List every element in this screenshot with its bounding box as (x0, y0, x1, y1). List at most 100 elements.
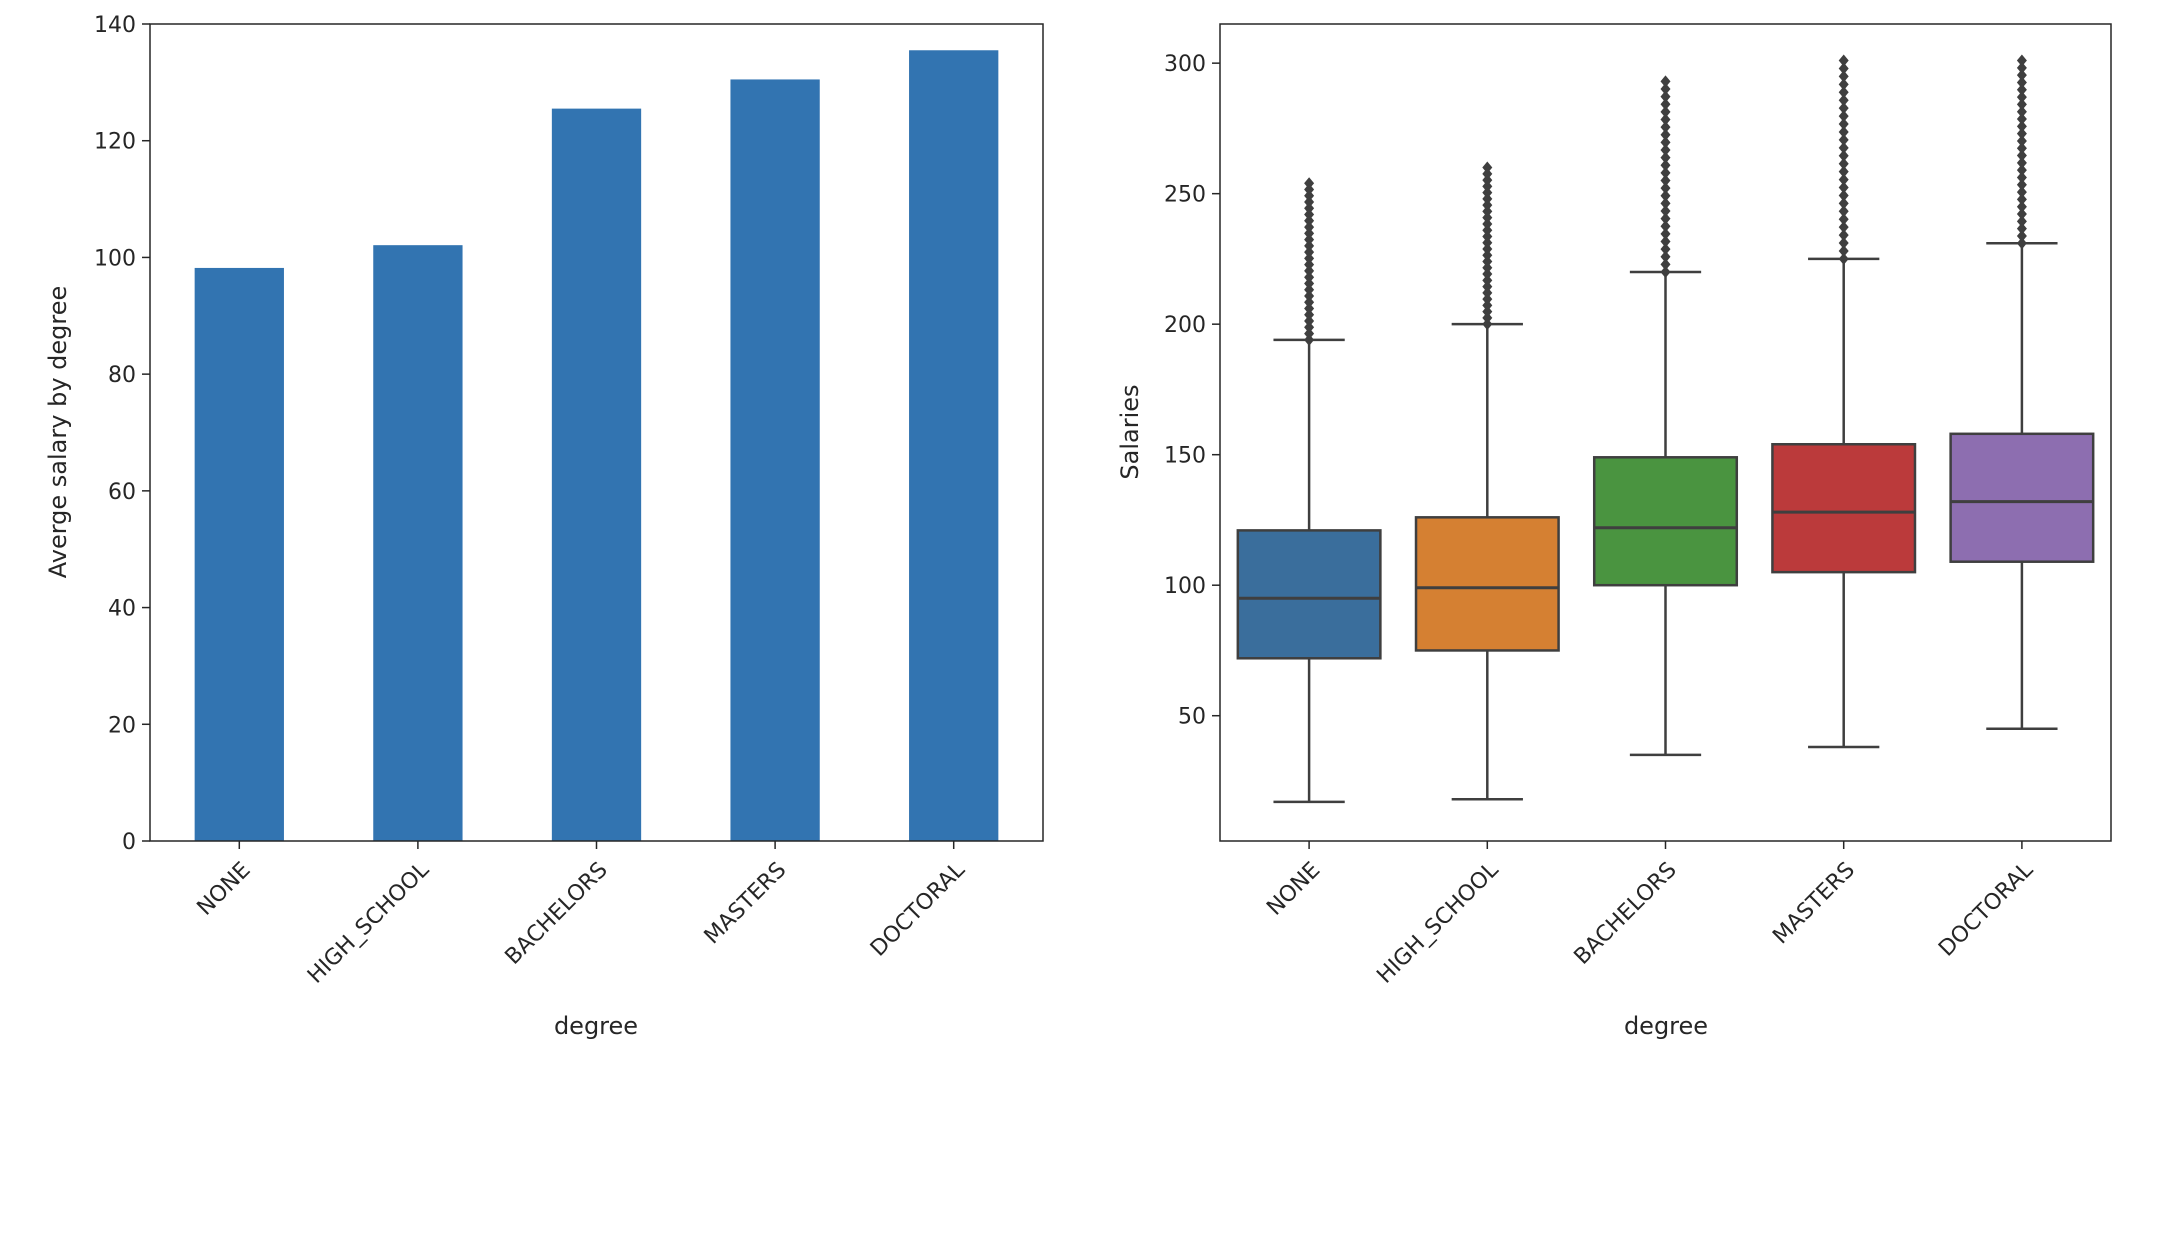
bar-y-axis-label: Averge salary by degree (44, 286, 72, 579)
outlier-point (1482, 199, 1493, 212)
outlier-point (2016, 134, 2027, 147)
outlier-point (1304, 189, 1315, 202)
bar-x-axis-label: degree (554, 1012, 638, 1040)
y-tick-label: 150 (1164, 444, 1206, 469)
outlier-point (2016, 98, 2027, 111)
y-tick-label: 250 (1164, 183, 1206, 208)
outlier-point (2016, 222, 2027, 235)
outlier-point (1838, 149, 1849, 162)
outlier-point (1304, 258, 1315, 271)
outlier-point (1482, 161, 1493, 174)
outlier-point (1838, 133, 1849, 146)
x-tick-label: DOCTORAL (1934, 857, 2039, 962)
outlier-point (1482, 261, 1493, 274)
box (1949, 432, 2095, 563)
outlier-point (1304, 264, 1315, 277)
bar (909, 50, 999, 841)
box-marks (1236, 54, 2095, 804)
outlier-point (1838, 118, 1849, 131)
bar (730, 79, 820, 842)
y-tick-label: 200 (1164, 313, 1206, 338)
outlier-point (2016, 91, 2027, 104)
outlier-point (1304, 321, 1315, 334)
outlier-point (1304, 308, 1315, 321)
x-tick-label: DOCTORAL (866, 857, 971, 962)
outlier-point (2016, 83, 2027, 96)
outlier-point (2016, 200, 2027, 213)
outlier-point (1304, 196, 1315, 209)
outlier-point (1482, 167, 1493, 180)
outlier-point (1838, 181, 1849, 194)
outlier-point (1482, 286, 1493, 299)
outlier-point (1482, 211, 1493, 224)
box-chart: 50 100 150 200 250 300 NONE HIGH_SCHOOL BACHELO… (1116, 23, 2112, 1040)
outlier-point (1838, 165, 1849, 178)
outlier-point (2016, 54, 2027, 67)
y-tick-label: 50 (1178, 705, 1206, 730)
outlier-point (1304, 289, 1315, 302)
outlier-point (1838, 70, 1849, 83)
outlier-point (1482, 311, 1493, 324)
outlier-point (1838, 78, 1849, 91)
bar (551, 108, 642, 841)
outlier-point (1304, 214, 1315, 227)
y-tick-label: 0 (122, 830, 136, 855)
outlier-point (1660, 128, 1671, 141)
outlier-point (1482, 236, 1493, 249)
y-tick-label: 100 (1164, 574, 1206, 599)
outlier-point (1660, 166, 1671, 179)
outlier-point (2016, 193, 2027, 206)
bar (373, 245, 463, 841)
outlier-point (1660, 182, 1671, 195)
outlier-point (2016, 171, 2027, 184)
outlier-point (1304, 327, 1315, 340)
outlier-point (1660, 235, 1671, 248)
outlier-point (1838, 244, 1849, 257)
box (1592, 456, 1739, 587)
outlier-point (1838, 173, 1849, 186)
outlier-point (1660, 90, 1671, 103)
box (1236, 529, 1382, 660)
outlier-point (1482, 280, 1493, 293)
outlier-point (1660, 227, 1671, 240)
outlier-point (1660, 243, 1671, 256)
y-tick-label: 60 (108, 480, 136, 505)
outlier-point (1838, 62, 1849, 75)
outlier-point (2016, 208, 2027, 221)
x-tick-label: HIGH_SCHOOL (303, 857, 435, 989)
outlier-point (1838, 157, 1849, 170)
outlier-point (1482, 255, 1493, 268)
outlier-point (1482, 174, 1493, 187)
outlier-point (1482, 274, 1493, 287)
outlier-point (1482, 192, 1493, 205)
outlier-point (1838, 141, 1849, 154)
outlier-point (2016, 156, 2027, 169)
x-tick-label: NONE (193, 858, 256, 921)
outlier-point (1838, 237, 1849, 250)
outlier-point (2016, 149, 2027, 162)
outlier-point (1660, 197, 1671, 210)
outlier-point (1482, 230, 1493, 243)
x-tick-label: NONE (1262, 858, 1325, 921)
outlier-point (2016, 178, 2027, 191)
outlier-point (1660, 212, 1671, 225)
x-tick-label: HIGH_SCHOOL (1372, 857, 1504, 989)
outlier-point (1838, 189, 1849, 202)
outlier-point (1660, 189, 1671, 202)
outlier-point (1304, 202, 1315, 215)
outlier-point (1482, 293, 1493, 306)
outlier-point (2016, 186, 2027, 199)
outlier-point (1660, 98, 1671, 111)
outlier-point (1838, 221, 1849, 234)
outlier-point (1838, 205, 1849, 218)
outlier-point (1482, 305, 1493, 318)
outlier-point (2016, 127, 2027, 140)
y-tick-label: 140 (94, 13, 136, 38)
outlier-point (1660, 258, 1671, 271)
outlier-point (1482, 249, 1493, 262)
x-tick-label: BACHELORS (1570, 858, 1682, 970)
outlier-point (1838, 54, 1849, 67)
outlier-point (1304, 208, 1315, 221)
outlier-point (2016, 69, 2027, 82)
outlier-point (1838, 229, 1849, 242)
